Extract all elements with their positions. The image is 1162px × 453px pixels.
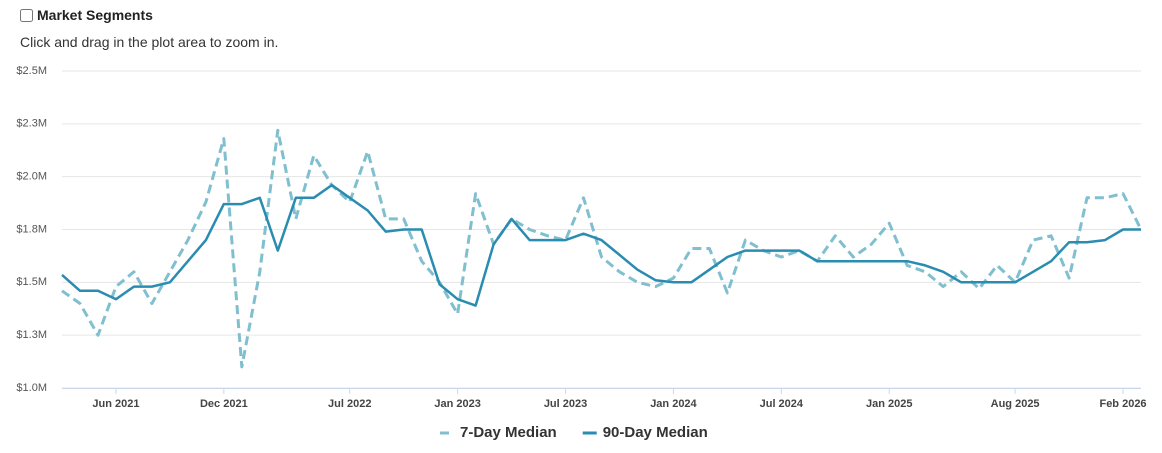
y-tick-label: $2.0M	[16, 171, 47, 183]
x-tick-label: Dec 2021	[200, 398, 248, 410]
x-tick-label: Feb 2026	[1099, 398, 1146, 410]
legend-item[interactable]: 7-Day Median	[440, 424, 557, 441]
y-tick-label: $1.0M	[16, 382, 47, 394]
x-tick-label: Jul 2024	[760, 398, 804, 410]
zoom-note: Click and drag in the plot area to zoom …	[20, 34, 279, 50]
x-tick-label: Jun 2021	[92, 398, 139, 410]
y-tick-label: $1.8M	[16, 223, 47, 235]
x-tick-label: Aug 2025	[991, 398, 1040, 410]
y-tick-label: $1.5M	[16, 276, 47, 288]
legend-item[interactable]: 90-Day Median	[582, 424, 708, 441]
x-tick-label: Jul 2023	[544, 398, 587, 410]
x-tick-label: Jan 2023	[434, 398, 480, 410]
legend-label: 90-Day Median	[603, 424, 708, 441]
checkbox-label: Market Segments	[37, 7, 153, 23]
series-line	[61, 128, 1143, 369]
x-tick-label: Jul 2022	[328, 398, 371, 410]
segment-toggle[interactable]: Market Segments	[20, 7, 153, 23]
y-tick-label: $1.3M	[16, 329, 47, 341]
x-tick-label: Jan 2024	[650, 398, 697, 410]
y-tick-label: $2.5M	[16, 65, 47, 77]
x-tick-label: Jan 2025	[866, 398, 912, 410]
series-line	[61, 183, 1141, 307]
legend-label: 7-Day Median	[460, 424, 557, 441]
checkbox[interactable]	[20, 8, 33, 22]
y-tick-label: $2.3M	[16, 118, 47, 130]
